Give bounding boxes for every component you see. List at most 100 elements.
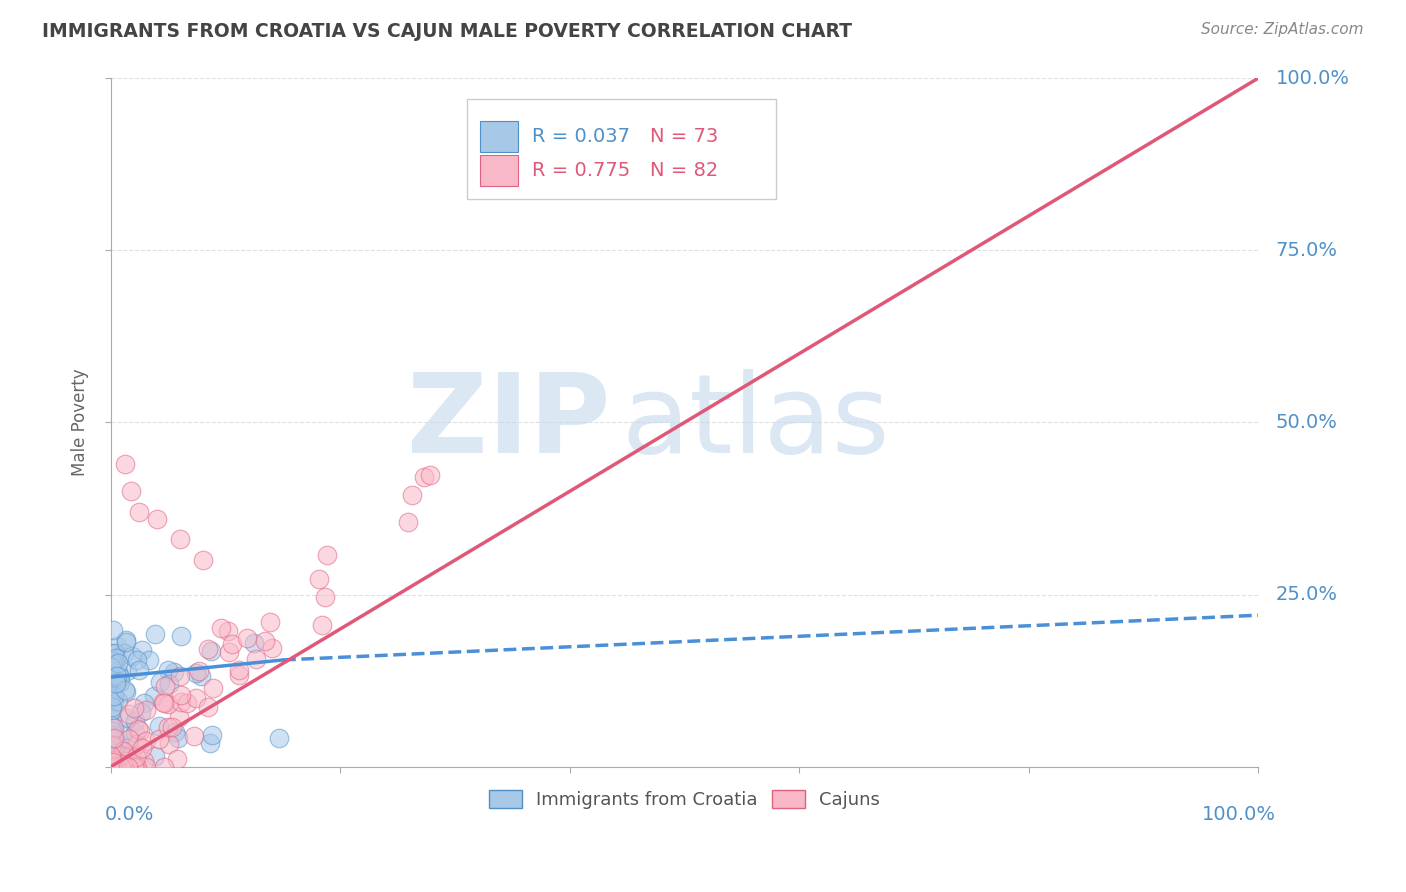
- Point: [117, 760, 139, 774]
- Point: [105, 760, 128, 774]
- Point: [101, 760, 124, 774]
- Point: [120, 748, 142, 763]
- Point: [103, 760, 125, 774]
- Point: [163, 665, 186, 679]
- Point: [167, 709, 190, 723]
- Point: [135, 703, 157, 717]
- Point: [111, 756, 134, 771]
- Point: [135, 760, 157, 774]
- Point: [259, 615, 281, 629]
- Point: [131, 643, 153, 657]
- Point: [100, 711, 122, 725]
- Point: [103, 721, 125, 735]
- Point: [125, 760, 148, 774]
- Point: [201, 728, 224, 742]
- Point: [115, 684, 138, 698]
- Point: [101, 699, 124, 714]
- Point: [101, 718, 124, 732]
- Point: [153, 760, 176, 774]
- Point: [148, 732, 170, 747]
- Point: [157, 677, 180, 691]
- Point: [100, 755, 122, 769]
- Point: [267, 731, 290, 745]
- Point: [115, 633, 138, 648]
- Point: [228, 664, 250, 678]
- Point: [104, 745, 127, 759]
- Point: [105, 639, 128, 653]
- Point: [128, 505, 150, 519]
- Point: [260, 640, 283, 655]
- Point: [103, 731, 125, 746]
- Point: [221, 637, 243, 651]
- Point: [100, 660, 122, 674]
- Point: [200, 644, 222, 658]
- Point: [114, 457, 136, 471]
- Point: [401, 488, 423, 502]
- Point: [152, 696, 174, 710]
- Point: [114, 754, 136, 768]
- Point: [143, 626, 166, 640]
- Point: [105, 675, 128, 690]
- Point: [186, 665, 208, 680]
- Point: [170, 695, 193, 709]
- Point: [122, 700, 145, 714]
- Point: [156, 720, 179, 734]
- Point: [315, 549, 337, 563]
- Text: atlas: atlas: [621, 369, 890, 475]
- FancyBboxPatch shape: [481, 121, 519, 152]
- Point: [100, 660, 122, 674]
- Text: 0.0%: 0.0%: [105, 805, 155, 823]
- Point: [188, 665, 211, 679]
- Point: [152, 696, 174, 710]
- Point: [104, 650, 127, 665]
- Text: 100.0%: 100.0%: [1202, 805, 1275, 823]
- Point: [100, 760, 122, 774]
- Point: [120, 484, 142, 499]
- Point: [218, 645, 240, 659]
- Point: [100, 687, 122, 701]
- Point: [105, 760, 128, 774]
- Point: [117, 741, 139, 756]
- Point: [103, 739, 125, 753]
- Point: [142, 689, 165, 703]
- Point: [134, 696, 156, 710]
- Text: 75.0%: 75.0%: [1275, 241, 1337, 260]
- Point: [236, 631, 259, 645]
- Text: IMMIGRANTS FROM CROATIA VS CAJUN MALE POVERTY CORRELATION CHART: IMMIGRANTS FROM CROATIA VS CAJUN MALE PO…: [42, 22, 852, 41]
- Point: [120, 752, 142, 766]
- Point: [183, 729, 205, 743]
- Point: [243, 636, 266, 650]
- Point: [135, 733, 157, 747]
- Point: [170, 629, 193, 643]
- Point: [100, 684, 122, 698]
- Point: [105, 745, 128, 759]
- Point: [101, 724, 124, 739]
- Point: [107, 739, 129, 753]
- Point: [157, 737, 180, 751]
- Point: [104, 760, 127, 774]
- Point: [100, 749, 122, 764]
- Point: [100, 690, 122, 704]
- Point: [100, 702, 122, 716]
- Point: [104, 760, 127, 774]
- Point: [103, 728, 125, 742]
- Point: [132, 754, 155, 768]
- Point: [131, 740, 153, 755]
- Text: ZIP: ZIP: [406, 369, 610, 475]
- Point: [108, 675, 131, 690]
- Point: [128, 663, 150, 677]
- Point: [169, 669, 191, 683]
- Point: [104, 646, 127, 660]
- Text: R = 0.037: R = 0.037: [531, 127, 630, 146]
- Point: [101, 738, 124, 752]
- Text: R = 0.775: R = 0.775: [531, 161, 630, 180]
- Y-axis label: Male Poverty: Male Poverty: [72, 368, 89, 476]
- Point: [100, 646, 122, 660]
- Point: [124, 714, 146, 728]
- Point: [190, 669, 212, 683]
- Point: [153, 679, 176, 693]
- Point: [127, 723, 149, 737]
- Point: [101, 760, 124, 774]
- Text: N = 73: N = 73: [650, 127, 718, 146]
- FancyBboxPatch shape: [467, 99, 776, 199]
